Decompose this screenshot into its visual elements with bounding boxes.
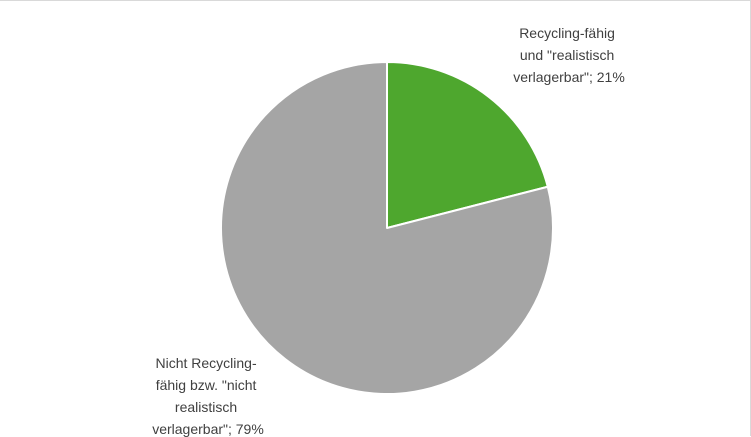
slice-label-recycling-line-3: verlagerbar"; 21% (513, 69, 625, 85)
slice-label-nicht-recycling-line-2: fähig bzw. "nicht (156, 377, 257, 393)
slice-label-nicht-recycling-line-4: verlagerbar"; 79% (152, 421, 264, 437)
slice-label-nicht-recycling-line-1: Nicht Recycling- (155, 355, 256, 371)
pie-slices (220, 61, 554, 395)
slice-label-recycling: Recycling-fähig und "realistisch verlage… (513, 25, 625, 85)
pie-slice-recycling (386, 61, 549, 229)
slice-label-nicht-recycling-line-3: realistisch (175, 399, 237, 415)
slice-label-nicht-recycling: Nicht Recycling- fähig bzw. "nicht reali… (152, 355, 264, 437)
slice-label-recycling-line-1: Recycling-fähig (519, 25, 615, 41)
slice-label-recycling-line-2: und "realistisch (520, 47, 614, 63)
pie-labels: Recycling-fähig und "realistisch verlage… (152, 25, 625, 437)
pie-slice-nicht-recycling (220, 61, 554, 395)
